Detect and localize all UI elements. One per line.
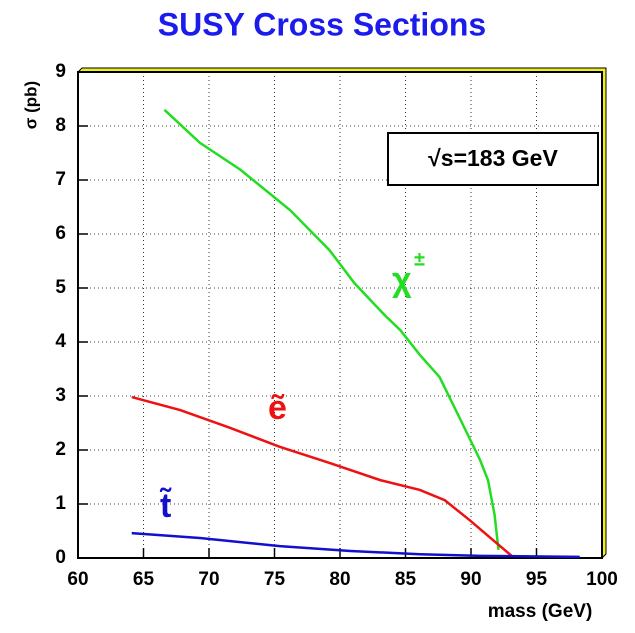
x-tick-label: 75 [264,569,286,590]
x-tick-label: 85 [395,569,417,590]
x-tick-label: 60 [67,569,88,590]
series-label: χ [392,261,412,299]
series-label: ẽ [268,389,287,427]
annotation: √s=183 GeV [428,145,558,171]
x-tick-label: 90 [460,569,481,590]
series-line [131,531,580,559]
y-tick-label: 2 [55,439,66,460]
series-line [163,108,500,551]
y-tick-label: 9 [55,61,66,82]
y-axis-label: σ (pb) [21,81,40,129]
x-tick-label: 95 [526,569,548,590]
x-tick-label: 65 [133,569,155,590]
series-label-superscript: ± [414,248,425,270]
y-tick-label: 6 [55,223,66,244]
chart-title: SUSY Cross Sections [158,6,486,42]
y-tick-label: 0 [55,547,66,568]
y-tick-label: 3 [55,385,66,406]
x-axis-label: mass (GeV) [488,601,593,622]
y-tick-label: 4 [55,331,66,352]
y-tick-label: 8 [55,115,66,136]
x-tick-label: 80 [329,569,350,590]
y-tick-label: 1 [55,493,66,514]
series-label: t̃ [159,487,172,525]
x-tick-label: 100 [586,569,618,590]
x-tick-label: 70 [198,569,219,590]
series-line [131,395,513,557]
y-tick-label: 5 [55,277,66,298]
y-tick-label: 7 [55,169,66,190]
annotation-box [387,132,599,186]
